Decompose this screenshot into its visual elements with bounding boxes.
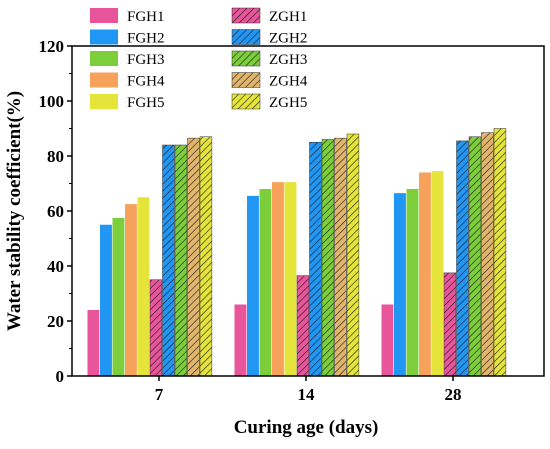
legend-label-zgh4: ZGH4 bbox=[269, 74, 308, 90]
bar-zgh2-14 bbox=[309, 142, 322, 377]
legend-label-fgh5: FGH5 bbox=[127, 95, 165, 111]
bar-fgh1-7 bbox=[87, 310, 100, 376]
bar-zgh5-7 bbox=[199, 136, 213, 377]
legend-swatch-zgh4 bbox=[231, 72, 261, 88]
bar-zgh4-14 bbox=[334, 137, 347, 377]
bar-zgh2-7 bbox=[162, 144, 175, 377]
bar-fgh1-14 bbox=[234, 304, 247, 376]
legend-label-fgh3: FGH3 bbox=[127, 52, 165, 68]
bar-fgh5-14 bbox=[284, 182, 297, 377]
y-axis-title: Water stability coefficient(%) bbox=[4, 91, 25, 331]
bar-fgh5-7 bbox=[137, 197, 150, 376]
legend-swatch-fgh1 bbox=[90, 8, 118, 23]
legend-label-fgh2: FGH2 bbox=[127, 31, 165, 47]
bar-zgh4-7 bbox=[187, 137, 200, 377]
legend-swatch-zgh3 bbox=[231, 50, 261, 67]
legend-swatch-zgh5 bbox=[231, 93, 261, 110]
bar-fgh2-7 bbox=[100, 224, 112, 376]
legend: FGH1 FGH2 FGH3 FGH4 FGH5 ZGH1 ZGH2 ZGH3 ZGH4 ZGH5 bbox=[90, 7, 308, 111]
bar-fgh4-28 bbox=[419, 172, 431, 376]
x-tick-label: 28 bbox=[445, 385, 462, 404]
legend-label-zgh5: ZGH5 bbox=[269, 95, 307, 111]
y-tick-label: 100 bbox=[39, 92, 65, 111]
bar-fgh3-14 bbox=[259, 189, 272, 376]
y-tick-label: 20 bbox=[47, 312, 64, 331]
bar-fgh1-28 bbox=[381, 304, 394, 376]
bar-fgh5-28 bbox=[431, 171, 444, 377]
bar-zgh1-14 bbox=[296, 275, 310, 377]
legend-swatch-fgh4 bbox=[90, 72, 118, 88]
bar-fgh3-7 bbox=[112, 217, 125, 377]
y-tick-label: 120 bbox=[39, 37, 65, 56]
x-tick-label: 7 bbox=[155, 385, 164, 404]
bar-zgh3-28 bbox=[468, 136, 482, 377]
legend-swatch-fgh5 bbox=[90, 94, 118, 109]
bar-fgh2-14 bbox=[247, 195, 259, 376]
bar-zgh2-28 bbox=[456, 140, 469, 377]
y-tick-label: 80 bbox=[47, 147, 64, 166]
legend-swatch-fgh3 bbox=[90, 51, 118, 66]
x-axis-title: Curing age (days) bbox=[234, 417, 379, 438]
bars-layer bbox=[87, 128, 507, 377]
legend-swatch-fgh2 bbox=[90, 29, 118, 45]
bar-zgh3-7 bbox=[174, 144, 188, 377]
bar-fgh3-28 bbox=[406, 189, 419, 376]
bar-zgh1-28 bbox=[443, 272, 457, 377]
bar-zgh4-28 bbox=[481, 132, 494, 377]
legend-label-fgh4: FGH4 bbox=[127, 74, 165, 90]
y-tick-label: 40 bbox=[47, 257, 64, 276]
legend-label-zgh3: ZGH3 bbox=[269, 52, 307, 68]
bar-zgh1-7 bbox=[149, 279, 163, 377]
legend-swatch-zgh2 bbox=[231, 29, 261, 45]
bar-fgh4-14 bbox=[272, 182, 284, 377]
axes-layer: 0 20 40 60 80 100 120 7 14 28 bbox=[39, 37, 545, 404]
y-tick-label: 60 bbox=[47, 202, 64, 221]
legend-label-zgh1: ZGH1 bbox=[269, 9, 307, 25]
bar-zgh5-28 bbox=[493, 128, 507, 377]
legend-label-fgh1: FGH1 bbox=[127, 9, 165, 25]
y-tick-label: 0 bbox=[56, 367, 65, 386]
bar-fgh4-7 bbox=[125, 204, 137, 377]
bar-zgh3-14 bbox=[321, 139, 335, 377]
bar-fgh2-28 bbox=[394, 193, 406, 377]
x-tick-label: 14 bbox=[298, 385, 316, 404]
legend-swatch-zgh1 bbox=[231, 7, 261, 24]
bar-zgh5-14 bbox=[346, 133, 360, 377]
legend-label-zgh2: ZGH2 bbox=[269, 31, 307, 47]
